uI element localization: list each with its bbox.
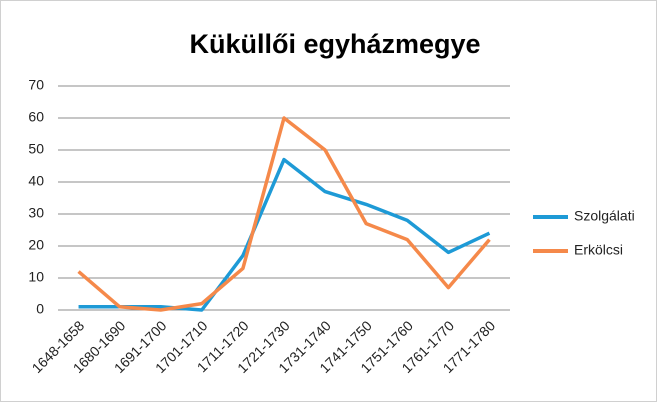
y-tick-label: 30 <box>28 205 44 221</box>
chart-title: Küküllői egyházmegye <box>189 29 480 59</box>
y-tick-label: 50 <box>28 141 44 157</box>
y-tick-label: 10 <box>28 269 44 285</box>
series-line <box>78 157 491 312</box>
y-tick-label: 40 <box>28 173 44 189</box>
y-tick-label: 0 <box>36 301 44 317</box>
y-tick-label: 60 <box>28 109 44 125</box>
y-tick-label: 20 <box>28 237 44 253</box>
legend-label: Erkölcsi <box>574 242 623 258</box>
y-tick-label: 70 <box>28 77 44 93</box>
series-line <box>77 116 491 312</box>
legend-label: Szolgálati <box>574 208 635 224</box>
